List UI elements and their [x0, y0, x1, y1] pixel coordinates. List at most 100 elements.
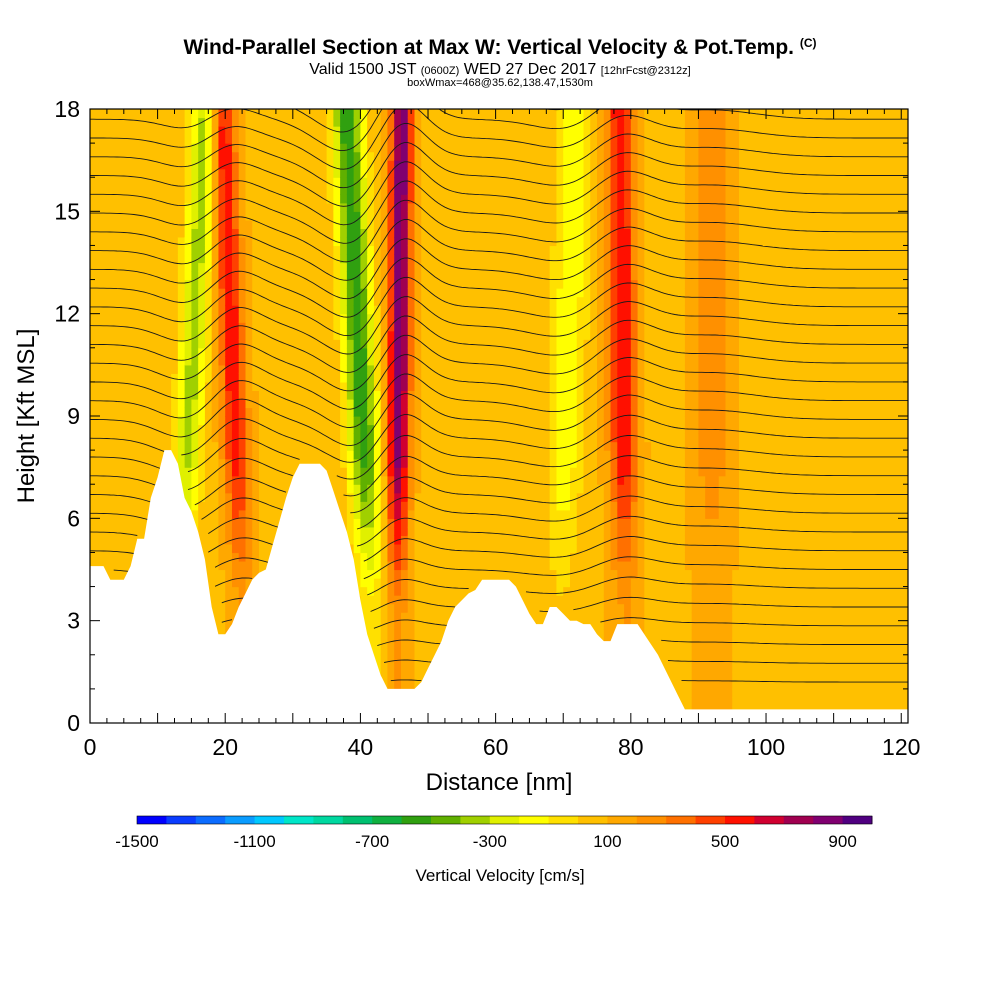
velocity-cell [387, 501, 395, 511]
velocity-cell [279, 390, 287, 400]
velocity-cell [549, 535, 558, 545]
velocity-cell [407, 569, 416, 579]
velocity-cell [340, 271, 348, 281]
velocity-cell [482, 160, 490, 170]
velocity-cell [421, 424, 429, 434]
velocity-cell [475, 390, 483, 400]
velocity-cell [333, 484, 341, 494]
velocity-cell [177, 441, 186, 451]
velocity-cell [313, 236, 321, 247]
velocity-cell [387, 407, 395, 417]
velocity-cell [455, 560, 463, 571]
velocity-cell [259, 416, 267, 426]
velocity-cell [198, 484, 206, 494]
velocity-cell [428, 185, 436, 195]
velocity-cell [103, 185, 111, 195]
velocity-cell [475, 569, 483, 579]
velocity-cell [123, 211, 132, 221]
velocity-cell [299, 245, 307, 255]
velocity-cell [360, 535, 368, 545]
velocity-cell [522, 526, 531, 536]
velocity-cell [502, 279, 510, 289]
velocity-cell [265, 381, 274, 392]
velocity-cell [231, 560, 240, 571]
velocity-cell [265, 236, 274, 247]
velocity-cell [455, 535, 463, 545]
velocity-cell [313, 305, 321, 315]
velocity-cell [428, 194, 436, 204]
velocity-cell [110, 236, 118, 247]
velocity-cell [204, 347, 213, 357]
velocity-cell [414, 569, 422, 579]
velocity-cell [414, 390, 422, 400]
velocity-cell [367, 595, 375, 605]
velocity-cell [502, 330, 510, 340]
velocity-cell [238, 501, 247, 511]
velocity-cell [367, 364, 375, 374]
velocity-cell [279, 262, 287, 272]
velocity-cell [394, 151, 402, 161]
velocity-cell [414, 509, 422, 519]
velocity-cell [252, 339, 260, 349]
velocity-cell [218, 475, 226, 485]
velocity-cell [144, 424, 152, 434]
velocity-cell [515, 398, 524, 409]
velocity-cell [225, 330, 233, 340]
velocity-cell [495, 160, 503, 170]
velocity-cell [428, 433, 436, 443]
velocity-cell [177, 424, 186, 434]
velocity-cell [495, 347, 503, 357]
velocity-cell [360, 569, 368, 579]
velocity-cell [272, 373, 280, 383]
velocity-cell [380, 143, 389, 153]
velocity-cell [515, 262, 524, 272]
velocity-cell [549, 526, 558, 536]
velocity-cell [468, 424, 476, 434]
velocity-cell [475, 484, 483, 494]
velocity-cell [380, 595, 389, 605]
velocity-cell [482, 381, 490, 392]
velocity-cell [353, 398, 362, 409]
velocity-cell [441, 364, 449, 374]
velocity-cell [110, 202, 118, 212]
velocity-cell [150, 356, 159, 366]
velocity-cell [421, 484, 429, 494]
velocity-cell [360, 313, 368, 323]
velocity-cell [238, 305, 247, 315]
velocity-cell [421, 211, 429, 221]
velocity-cell [387, 219, 395, 229]
velocity-cell [137, 347, 145, 357]
velocity-cell [326, 441, 334, 451]
velocity-cell [421, 381, 429, 392]
velocity-cell [414, 373, 422, 383]
velocity-cell [522, 381, 531, 392]
velocity-cell [414, 168, 422, 178]
velocity-cell [259, 484, 267, 494]
velocity-cell [441, 552, 449, 562]
velocity-cell [340, 390, 348, 400]
velocity-cell [279, 134, 287, 144]
velocity-cell [407, 279, 416, 289]
velocity-cell [542, 117, 551, 127]
velocity-cell [522, 595, 531, 605]
velocity-cell [252, 560, 260, 571]
velocity-cell [387, 117, 395, 127]
velocity-cell [211, 322, 220, 332]
velocity-cell [448, 543, 456, 554]
velocity-cell [164, 433, 172, 443]
velocity-cell [90, 441, 98, 451]
velocity-cell [380, 279, 389, 289]
velocity-cell [130, 211, 138, 221]
velocity-cell [319, 279, 328, 289]
velocity-cell [400, 637, 409, 647]
velocity-cell [117, 134, 125, 144]
velocity-cell [394, 603, 402, 613]
velocity-cell [441, 245, 449, 255]
velocity-cell [265, 518, 274, 528]
velocity-cell [117, 253, 125, 264]
velocity-cell [515, 433, 524, 443]
velocity-cell [434, 194, 443, 204]
velocity-cell [144, 228, 152, 238]
velocity-cell [515, 271, 524, 281]
velocity-cell [475, 177, 483, 187]
